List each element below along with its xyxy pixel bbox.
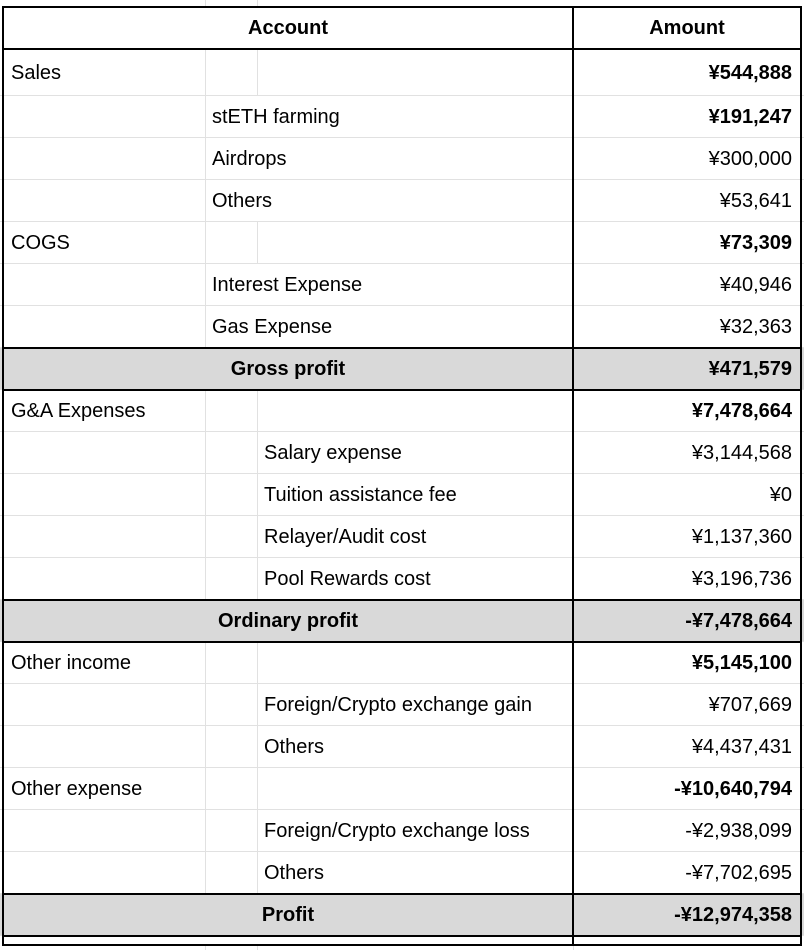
- table-row: G&A Expenses ¥7,478,664: [0, 390, 804, 432]
- account-cell[interactable]: Foreign/Crypto exchange gain: [264, 693, 532, 716]
- header-underline: [2, 48, 802, 50]
- amount-cell[interactable]: -¥2,938,099: [685, 819, 792, 842]
- account-cell[interactable]: G&A Expenses: [11, 399, 146, 422]
- amount-cell[interactable]: -¥7,702,695: [685, 861, 792, 884]
- account-cell[interactable]: Other expense: [11, 777, 143, 800]
- account-cell[interactable]: Tuition assistance fee: [264, 483, 457, 506]
- header-account[interactable]: Account: [248, 16, 328, 39]
- header-row: Account Amount: [0, 8, 804, 48]
- account-cell[interactable]: COGS: [11, 231, 70, 254]
- amount-cell[interactable]: ¥7,478,664: [691, 399, 792, 422]
- amount-cell[interactable]: -¥10,640,794: [674, 777, 792, 800]
- amount-cell[interactable]: ¥471,579: [708, 357, 792, 380]
- subtotal-row: Gross profit ¥471,579: [0, 348, 804, 390]
- header-amount[interactable]: Amount: [649, 16, 725, 39]
- amount-cell[interactable]: ¥5,145,100: [691, 651, 792, 674]
- account-cell[interactable]: Other income: [11, 651, 132, 674]
- amount-cell[interactable]: ¥707,669: [708, 693, 792, 716]
- amount-cell[interactable]: ¥40,946: [719, 273, 792, 296]
- table-row: Tuition assistance fee ¥0: [0, 474, 804, 516]
- subtotal-rule-bottom: [2, 641, 802, 643]
- amount-cell[interactable]: ¥3,144,568: [691, 441, 792, 464]
- subtotal-rule-bottom: [2, 935, 802, 937]
- account-cell[interactable]: Gross profit: [230, 357, 346, 380]
- table-row: Other expense -¥10,640,794: [0, 768, 804, 810]
- subtotal-rule-top: [2, 893, 802, 895]
- account-cell[interactable]: Sales: [11, 61, 62, 84]
- table-border: [2, 6, 802, 946]
- subtotal-rule-bottom: [2, 389, 802, 391]
- table-row: stETH farming ¥191,247: [0, 96, 804, 138]
- table-row: Other income ¥5,145,100: [0, 642, 804, 684]
- amount-column-divider: [572, 6, 574, 946]
- amount-cell[interactable]: ¥191,247: [708, 105, 792, 128]
- account-cell[interactable]: Ordinary profit: [217, 609, 358, 632]
- account-cell[interactable]: Others: [264, 735, 325, 758]
- table-row: Foreign/Crypto exchange loss -¥2,938,099: [0, 810, 804, 852]
- table-row: COGS ¥73,309: [0, 222, 804, 264]
- table-row: Airdrops ¥300,000: [0, 138, 804, 180]
- table-row: Interest Expense ¥40,946: [0, 264, 804, 306]
- table-row: Sales ¥544,888: [0, 50, 804, 96]
- amount-cell[interactable]: ¥0: [769, 483, 792, 506]
- subtotal-row: Ordinary profit -¥7,478,664: [0, 600, 804, 642]
- table-row: Others ¥53,641: [0, 180, 804, 222]
- account-cell[interactable]: Gas Expense: [212, 315, 333, 338]
- account-cell[interactable]: Others: [264, 861, 325, 884]
- amount-cell[interactable]: ¥53,641: [719, 189, 792, 212]
- subtotal-rule-top: [2, 347, 802, 349]
- account-cell[interactable]: Foreign/Crypto exchange loss: [264, 819, 530, 842]
- account-cell[interactable]: Salary expense: [264, 441, 402, 464]
- table-row: Relayer/Audit cost ¥1,137,360: [0, 516, 804, 558]
- subtotal-rule-top: [2, 599, 802, 601]
- account-cell[interactable]: Relayer/Audit cost: [264, 525, 427, 548]
- amount-cell[interactable]: -¥7,478,664: [685, 609, 792, 632]
- amount-cell[interactable]: ¥32,363: [719, 315, 792, 338]
- amount-cell[interactable]: ¥544,888: [708, 61, 792, 84]
- account-cell[interactable]: stETH farming: [212, 105, 340, 128]
- amount-cell[interactable]: ¥3,196,736: [691, 567, 792, 590]
- table-row: Foreign/Crypto exchange gain ¥707,669: [0, 684, 804, 726]
- account-cell[interactable]: Interest Expense: [212, 273, 363, 296]
- amount-cell[interactable]: ¥73,309: [719, 231, 792, 254]
- amount-cell[interactable]: ¥1,137,360: [691, 525, 792, 548]
- table-row: Others ¥4,437,431: [0, 726, 804, 768]
- table-row: Salary expense ¥3,144,568: [0, 432, 804, 474]
- account-cell[interactable]: Profit: [261, 903, 315, 926]
- amount-cell[interactable]: ¥4,437,431: [691, 735, 792, 758]
- account-cell[interactable]: Others: [212, 189, 273, 212]
- amount-cell[interactable]: -¥12,974,358: [674, 903, 792, 926]
- account-cell[interactable]: Pool Rewards cost: [264, 567, 431, 590]
- account-cell[interactable]: Airdrops: [212, 147, 287, 170]
- amount-cell[interactable]: ¥300,000: [708, 147, 792, 170]
